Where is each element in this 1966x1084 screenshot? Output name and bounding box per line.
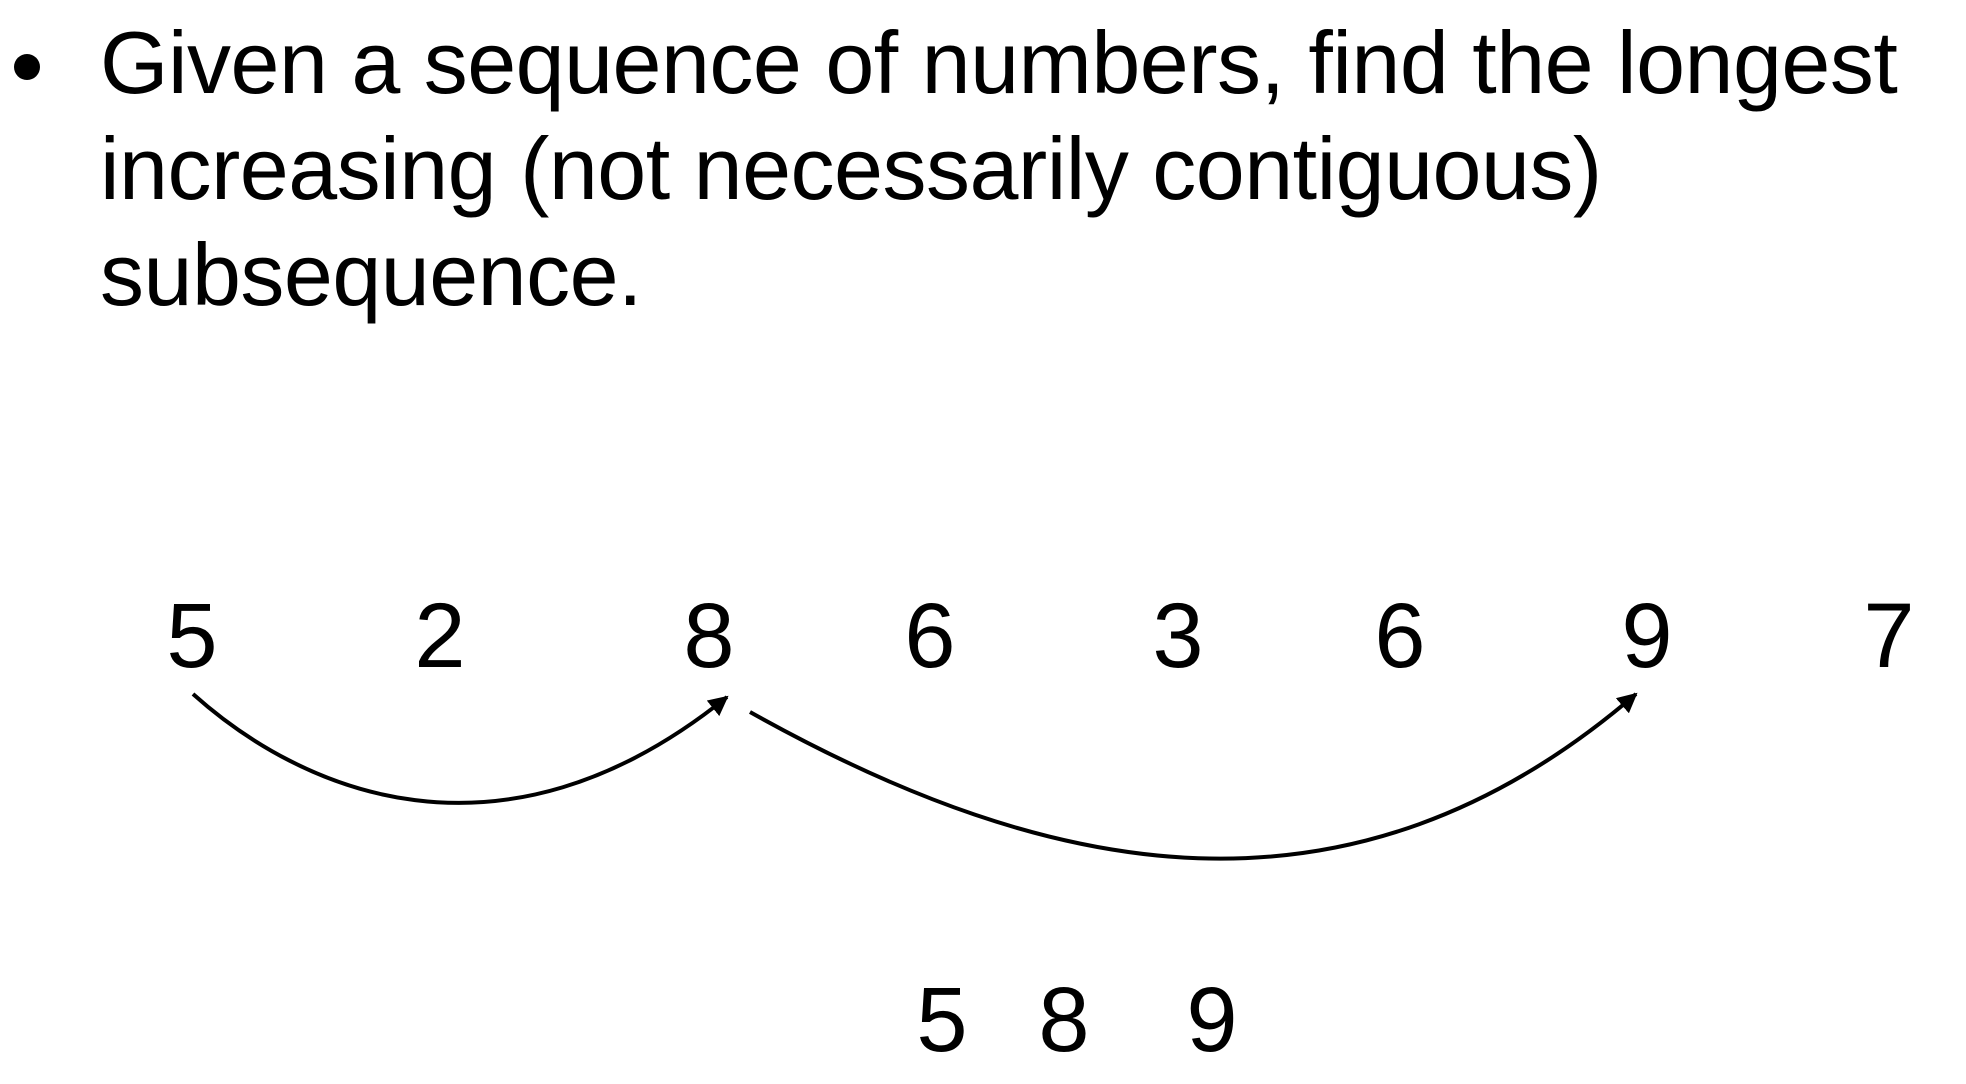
result-number-2: 8 <box>1038 969 1090 1071</box>
sequence-number-2: 2 <box>414 585 466 687</box>
arrow-5-to-8 <box>191 692 729 805</box>
sequence-number-3: 8 <box>683 585 735 687</box>
sequence-number-8: 7 <box>1863 585 1915 687</box>
problem-statement-line-2: increasing (not necessarily contiguous) <box>100 119 1602 218</box>
sequence-number-7: 9 <box>1621 585 1673 687</box>
sequence-number-1: 5 <box>166 585 218 687</box>
problem-statement-line-3: subsequence. <box>100 225 642 324</box>
sequence-number-6: 6 <box>1374 585 1426 687</box>
bullet-point-icon <box>14 54 40 80</box>
result-number-3: 9 <box>1186 969 1238 1071</box>
problem-statement-line-1: Given a sequence of numbers, find the lo… <box>100 13 1898 112</box>
arrow-8-to-9 <box>749 692 1638 861</box>
sequence-number-5: 3 <box>1152 585 1204 687</box>
result-number-1: 5 <box>916 969 968 1071</box>
problem-statement: Given a sequence of numbers, find the lo… <box>100 10 1960 328</box>
sequence-number-4: 6 <box>904 585 956 687</box>
